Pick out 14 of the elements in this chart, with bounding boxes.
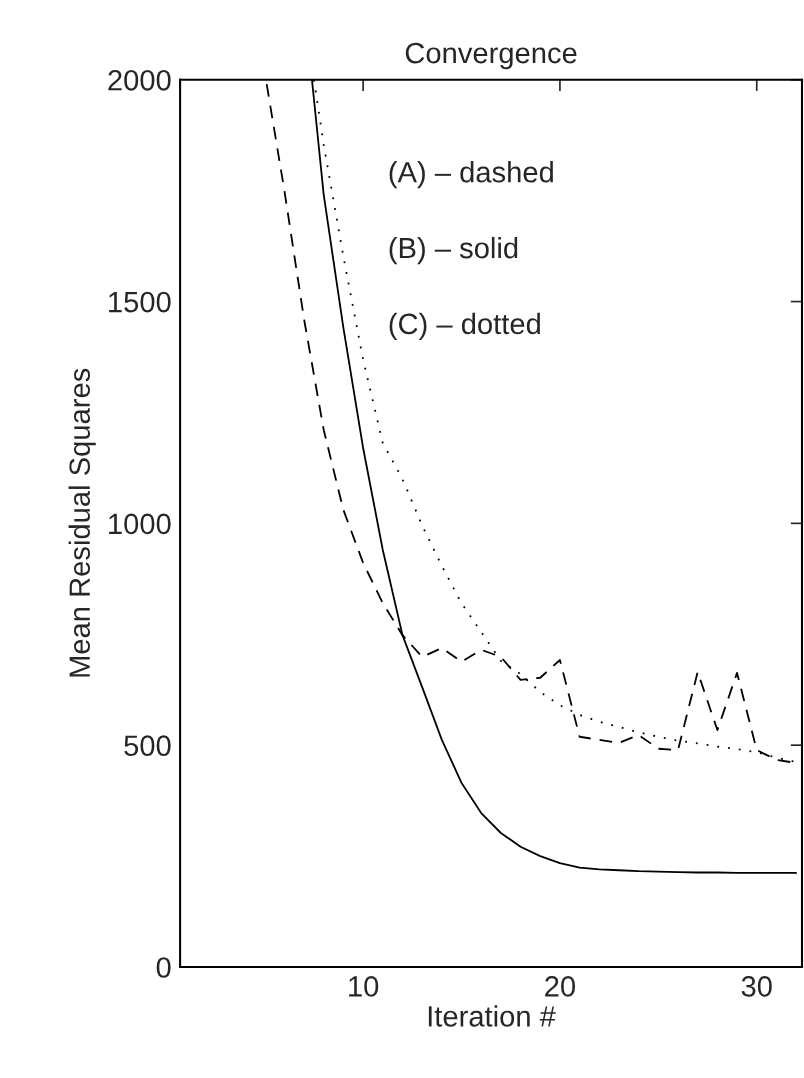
annotation: (A) – dashed [389, 161, 553, 189]
x-tick-label: 30 [741, 976, 772, 997]
x-axis-title: Iteration # [428, 1005, 556, 1027]
y-tick-label: 0 [156, 957, 171, 978]
y-axis-title: Mean Residual Squares [68, 368, 96, 677]
x-tick-label: 10 [349, 976, 379, 997]
x-tick-label: 20 [545, 976, 576, 997]
y-tick-label: 1500 [109, 291, 171, 313]
y-tick-label: 500 [124, 735, 171, 757]
y-tick-label: 1000 [109, 513, 171, 535]
y-tick-label: 2000 [108, 69, 171, 91]
chart-title: Convergence [405, 42, 577, 70]
annotation: (B) – solid [389, 236, 518, 265]
annotation: (C) – dotted [389, 312, 540, 340]
